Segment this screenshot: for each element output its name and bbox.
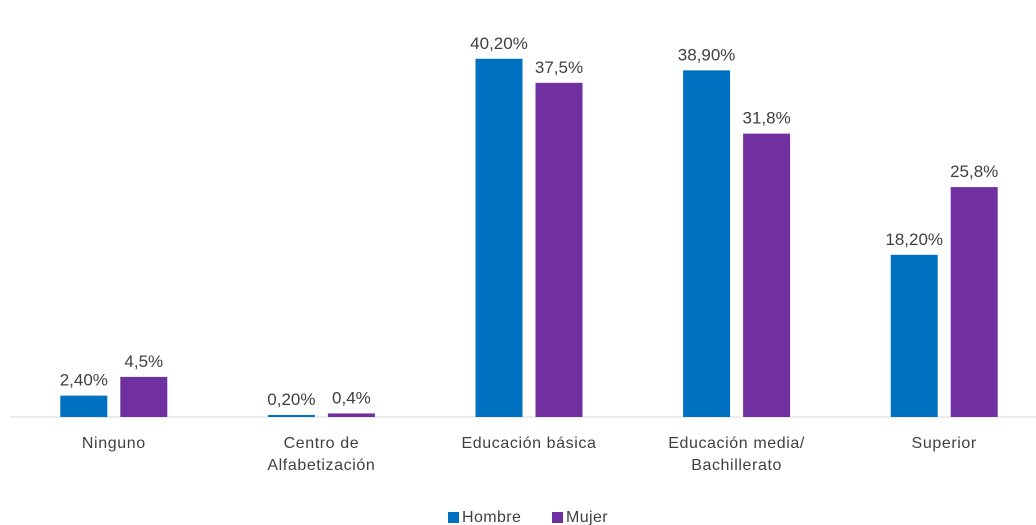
legend-label-hombre: Hombre (462, 509, 521, 525)
data-label-hombre-1: 0,20% (267, 390, 315, 409)
bar-hombre-1 (268, 415, 315, 417)
data-label-mujer-0: 4,5% (124, 352, 163, 371)
category-label-3: Educación media/Bachillerato (668, 435, 805, 474)
legend-swatch-hombre (448, 512, 459, 523)
data-label-hombre-3: 38,90% (678, 45, 736, 64)
data-label-mujer-2: 37,5% (535, 58, 583, 77)
data-labels-group: 2,40% 4,5% 0,20% 0,4% 40,20% 37,5% 38,90% 31,8%… (60, 34, 999, 409)
category-label-1: Centro de Alfabetización (267, 435, 375, 474)
data-label-hombre-2: 40,20% (470, 34, 528, 53)
data-label-mujer-1: 0,4% (332, 388, 371, 407)
bar-mujer-3 (743, 134, 790, 417)
bar-hombre-2 (476, 59, 523, 417)
category-label-0: Ninguno (82, 435, 146, 452)
data-label-hombre-4: 18,20% (885, 230, 943, 249)
category-labels-group: Ninguno Centro de Alfabetización Educación … (82, 435, 977, 474)
bar-mujer-1 (328, 413, 375, 417)
bar-mujer-0 (120, 377, 167, 417)
bar-hombre-0 (60, 396, 107, 417)
bars-group (60, 59, 997, 417)
category-label-2: Educación básica (461, 435, 596, 452)
data-label-hombre-0: 2,40% (60, 371, 108, 390)
category-label-4: Superior (912, 435, 977, 452)
legend: Hombre Mujer (448, 509, 608, 525)
bar-mujer-2 (536, 83, 583, 417)
legend-swatch-mujer (552, 512, 563, 523)
bar-hombre-4 (891, 255, 938, 417)
legend-label-mujer: Mujer (566, 509, 608, 525)
bar-mujer-4 (951, 187, 998, 417)
data-label-mujer-3: 31,8% (742, 109, 790, 128)
bar-hombre-3 (683, 70, 730, 417)
data-label-mujer-4: 25,8% (950, 162, 998, 181)
